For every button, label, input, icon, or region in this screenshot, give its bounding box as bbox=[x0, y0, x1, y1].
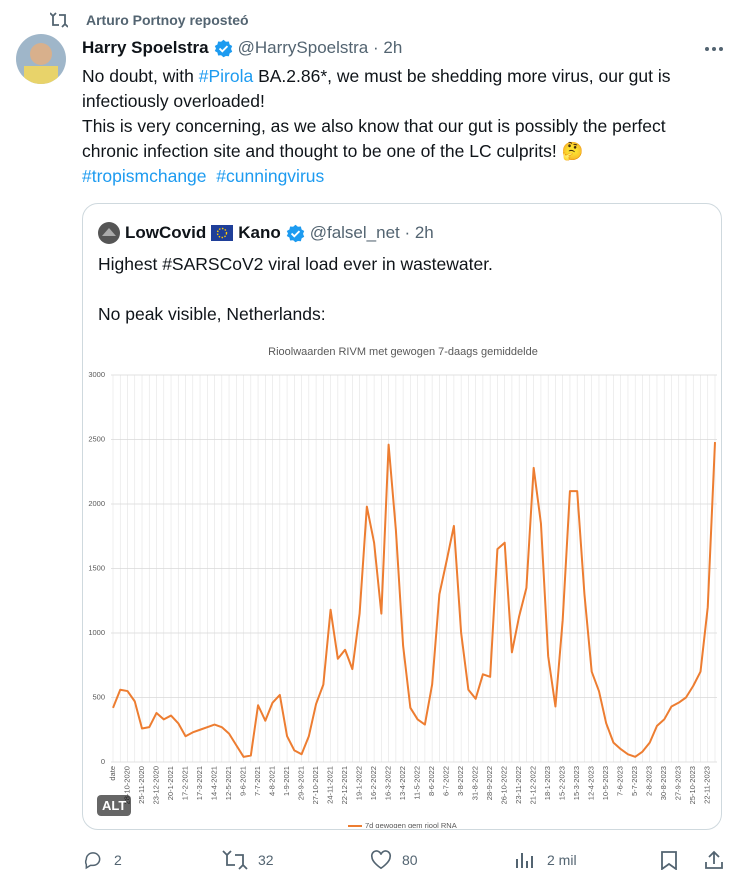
x-tick-label: 8-6-2022 bbox=[427, 766, 436, 796]
paragraph: #tropismchange #cunningvirus bbox=[82, 164, 722, 189]
text-segment: No doubt, with bbox=[82, 66, 199, 86]
verified-badge bbox=[286, 224, 304, 242]
x-tick-label: 16-2-2022 bbox=[369, 766, 378, 800]
paragraph: This is very concerning, as we also know… bbox=[82, 114, 722, 164]
x-tick-label: 25-11-2020 bbox=[137, 766, 146, 804]
hashtag[interactable]: #tropismchange bbox=[82, 166, 207, 186]
x-tick-label: 12-5-2021 bbox=[224, 766, 233, 800]
x-tick-label: 28-9-2022 bbox=[485, 766, 494, 800]
alt-badge[interactable]: ALT bbox=[97, 795, 132, 816]
repost-icon bbox=[50, 12, 68, 28]
chart: Rioolwaarden RIVM met gewogen 7-daags ge… bbox=[88, 346, 717, 828]
x-tick-label: 1-9-2021 bbox=[282, 766, 291, 796]
tweet-text: No doubt, with #Pirola BA.2.86*, we must… bbox=[82, 64, 722, 189]
y-tick-label: 2500 bbox=[88, 434, 105, 443]
quote-line: No peak visible, Netherlands: bbox=[98, 304, 326, 324]
x-tick-label: 9-6-2021 bbox=[239, 766, 248, 796]
share-icon[interactable] bbox=[704, 850, 724, 870]
eu-flag bbox=[211, 225, 234, 241]
x-tick-label: 14-4-2021 bbox=[210, 766, 219, 800]
reply-icon[interactable] bbox=[82, 850, 104, 870]
y-tick-label: 0 bbox=[101, 757, 105, 766]
repost-label: Arturo Portnoy reposteó bbox=[86, 12, 249, 28]
x-tick-label: 24-11-2021 bbox=[326, 766, 335, 804]
x-tick-label: 27-10-2021 bbox=[311, 766, 320, 804]
repost-action-icon[interactable] bbox=[222, 850, 248, 870]
bookmark-icon[interactable] bbox=[660, 850, 678, 870]
x-tick-label: 15-3-2023 bbox=[572, 766, 581, 800]
x-tick-label: 13-4-2022 bbox=[398, 766, 407, 800]
x-tick-label: 7-6-2023 bbox=[616, 766, 625, 796]
x-tick-label: 6-7-2022 bbox=[442, 766, 451, 796]
quote-meta: @falsel_net · 2h bbox=[309, 223, 434, 242]
more-icon[interactable] bbox=[704, 46, 724, 52]
text-segment: This is very concerning, as we also know… bbox=[82, 116, 671, 161]
x-tick-label: 17-3-2021 bbox=[195, 766, 204, 800]
quote-author-row: LowCovid Kano @falsel_net · 2h bbox=[98, 222, 434, 244]
author-name[interactable]: Harry Spoelstra bbox=[82, 38, 209, 57]
x-tick-label: 29-9-2021 bbox=[297, 766, 306, 800]
y-tick-label: 500 bbox=[92, 692, 105, 701]
text-segment bbox=[207, 166, 217, 186]
quote-line: Highest #SARSCoV2 viral load ever in was… bbox=[98, 254, 493, 274]
x-tick-label: 12-4-2023 bbox=[587, 766, 596, 800]
x-tick-label: date bbox=[108, 766, 117, 781]
hashtag[interactable]: #cunningvirus bbox=[216, 166, 325, 186]
x-tick-label: 3-8-2022 bbox=[456, 766, 465, 796]
x-tick-label: 11-5-2022 bbox=[413, 766, 422, 800]
x-tick-label: 18-1-2023 bbox=[543, 766, 552, 800]
quote-name: LowCovid bbox=[125, 223, 207, 242]
repost-count: 32 bbox=[258, 852, 274, 868]
like-icon[interactable] bbox=[370, 850, 392, 870]
x-tick-label: 31-8-2022 bbox=[471, 766, 480, 800]
x-tick-label: 28-10-2020 bbox=[122, 766, 131, 804]
avatar[interactable] bbox=[16, 34, 66, 84]
text-segment: BA.2.86*, we must be shedding more virus… bbox=[82, 66, 676, 111]
x-tick-label: 15-2-2023 bbox=[558, 766, 567, 800]
hashtag[interactable]: #Pirola bbox=[198, 66, 254, 86]
views-count: 2 mil bbox=[547, 852, 577, 868]
x-tick-label: 23-11-2022 bbox=[514, 766, 523, 804]
x-tick-label: 16-3-2022 bbox=[384, 766, 393, 800]
quote-avatar bbox=[98, 222, 120, 244]
quote-name2: Kano bbox=[238, 223, 281, 242]
y-tick-label: 1500 bbox=[88, 563, 105, 572]
quote-card[interactable]: LowCovid Kano @falsel_net · 2h Highest #… bbox=[82, 203, 722, 830]
x-tick-label: 30-8-2023 bbox=[659, 766, 668, 800]
like-count: 80 bbox=[402, 852, 418, 868]
data-line bbox=[112, 442, 716, 758]
chart-title: Rioolwaarden RIVM met gewogen 7-daags ge… bbox=[268, 346, 538, 358]
views-icon[interactable] bbox=[515, 851, 535, 869]
x-tick-label: 21-12-2022 bbox=[529, 766, 538, 804]
x-tick-label: 25-10-2023 bbox=[688, 766, 697, 804]
x-tick-label: 7-7-2021 bbox=[253, 766, 262, 796]
reply-count: 2 bbox=[114, 852, 122, 868]
x-tick-label: 22-12-2021 bbox=[340, 766, 349, 804]
x-tick-label: 22-11-2023 bbox=[703, 766, 712, 804]
x-tick-label: 10-5-2023 bbox=[601, 766, 610, 800]
x-tick-label: 27-9-2023 bbox=[674, 766, 683, 800]
y-tick-label: 2000 bbox=[88, 499, 105, 508]
y-tick-label: 1000 bbox=[88, 628, 105, 637]
x-tick-label: 17-2-2021 bbox=[181, 766, 190, 800]
x-tick-label: 20-1-2021 bbox=[166, 766, 175, 800]
x-tick-label: 23-12-2020 bbox=[152, 766, 161, 804]
y-tick-label: 3000 bbox=[88, 370, 105, 379]
legend-label: 7d gewogen gem riool RNA bbox=[365, 821, 457, 828]
x-tick-label: 5-7-2023 bbox=[630, 766, 639, 796]
x-tick-label: 2-8-2023 bbox=[645, 766, 654, 796]
x-tick-label: 4-8-2021 bbox=[268, 766, 277, 796]
x-tick-label: 19-1-2022 bbox=[355, 766, 364, 800]
verified-badge bbox=[214, 39, 232, 57]
paragraph: No doubt, with #Pirola BA.2.86*, we must… bbox=[82, 64, 722, 114]
author-meta: @HarrySpoelstra · 2h bbox=[237, 38, 403, 57]
author-row: Harry Spoelstra @HarrySpoelstra · 2h bbox=[82, 38, 402, 58]
x-tick-label: 26-10-2022 bbox=[500, 766, 509, 804]
